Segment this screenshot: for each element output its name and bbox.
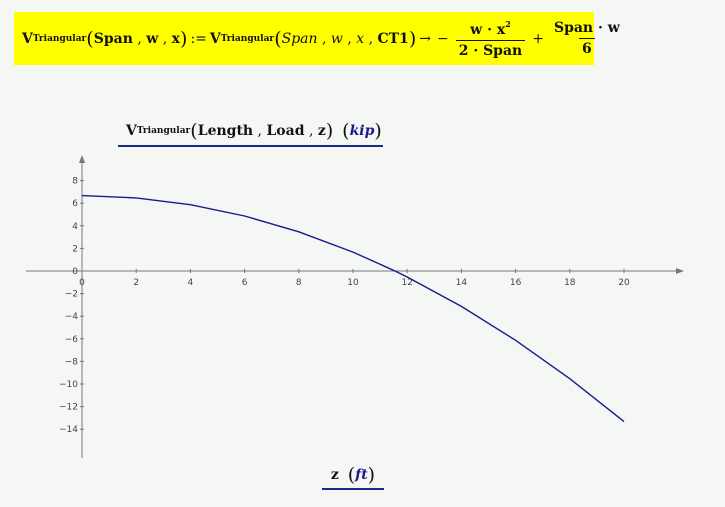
y-tick-label: −10 [59,380,78,390]
y-tick-label: 4 [72,222,78,232]
term1-exponent: 2 [505,18,511,29]
y-func-subscript: Triangular [136,126,191,136]
def-arg-w: w [146,30,159,47]
assign-operator: := [190,30,207,47]
x-tick-label: 14 [456,278,468,288]
x-var: z [330,467,339,483]
y-tick-label: −14 [59,425,78,435]
x-axis-arrow [676,268,684,274]
rhs-func-name: V [209,30,221,47]
x-axis-ticks: 0 2 4 6 8 10 12 14 16 18 20 [79,269,630,288]
y-axis-expression[interactable]: V Triangular(Length , Load , z) (kip) [118,117,383,147]
fraction-term-2: Span · w 6 [551,20,623,57]
x-tick-label: 0 [79,278,85,288]
x-tick-label: 10 [347,278,359,288]
y-func-name: V [126,123,137,139]
y-tick-label: −8 [65,357,79,367]
term2-denominator: 6 [578,38,595,57]
def-arg-span: Span [93,30,133,47]
x-tick-label: 6 [242,278,248,288]
x-tick-label: 12 [401,278,412,288]
x-tick-label: 4 [188,278,194,288]
fraction-term-1: w · x2 2 · Span [455,18,526,59]
y-tick-label: 8 [72,177,78,187]
y-tick-label: −2 [65,290,78,300]
y-tick-label: 6 [72,199,78,209]
y-tick-label: −12 [59,403,78,413]
y-tick-label: 2 [72,244,78,254]
y-axis-arrow [79,155,85,163]
term1-numerator: w · x [470,21,506,38]
x-tick-label: 18 [564,278,576,288]
y-arg-z: z [317,123,326,139]
rhs-arg-x: x [356,30,365,47]
function-definition[interactable]: V Triangular(Span , w , x) := V Triangular… [14,12,620,65]
rhs-arg-w: w [330,30,343,47]
x-axis-expression[interactable]: z (ft) [322,462,384,490]
term1-denominator: 2 · Span [455,39,526,59]
x-unit: ft [355,467,368,483]
def-func-name: V [22,30,33,47]
y-tick-label: −4 [65,312,79,322]
symbolic-arrow: → [419,30,431,47]
def-arg-x: x [171,30,181,47]
x-tick-label: 8 [296,278,302,288]
rhs-arg-span: Span [281,30,318,47]
rhs-arg-ct1: CT1 [377,30,409,47]
rhs-func-subscript: Triangular [220,33,275,44]
series-line-0 [81,194,625,423]
y-arg-length: Length [197,123,254,139]
term2-numerator: Span · w [553,20,620,36]
def-func-subscript: Triangular [32,33,87,44]
x-tick-label: 2 [133,278,139,288]
y-tick-label: 0 [72,267,78,277]
x-tick-label: 16 [510,278,522,288]
y-unit: kip [349,123,375,139]
y-tick-label: −6 [65,335,79,345]
minus-sign: − [436,30,449,47]
plot-axes [26,155,684,458]
x-tick-label: 20 [618,278,630,288]
plus-sign: + [532,30,544,47]
y-arg-load: Load [266,123,305,139]
